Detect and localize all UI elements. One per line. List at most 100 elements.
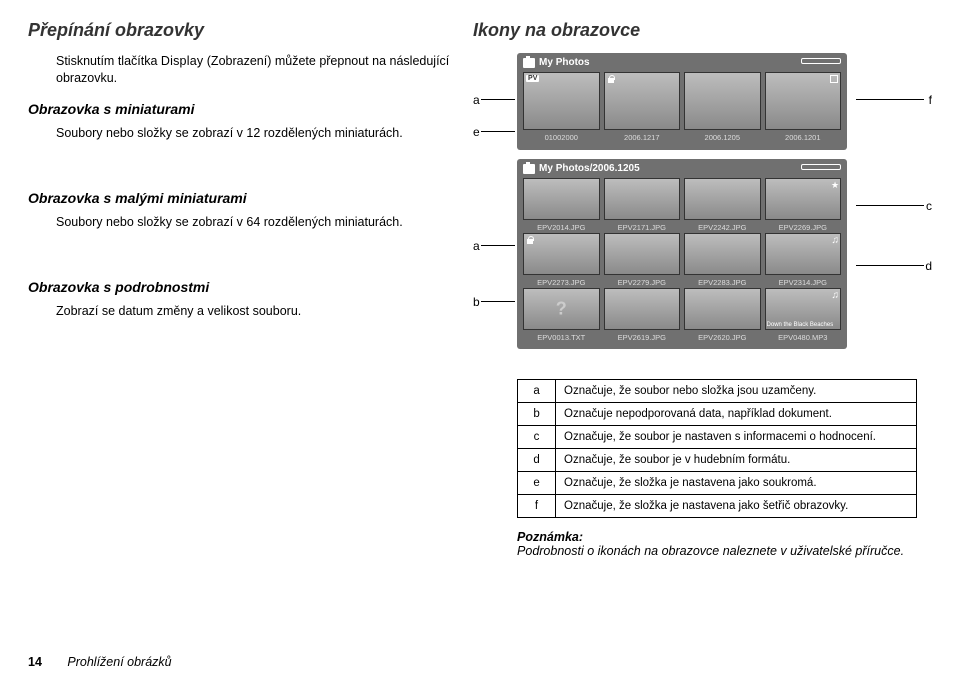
label-c: c xyxy=(926,199,932,213)
thumb-name: EPV2283.JPG xyxy=(685,278,760,287)
title-bar-indicator xyxy=(801,58,841,64)
line-a-top xyxy=(481,99,515,100)
panel1-title-row: My Photos xyxy=(523,57,841,68)
thumb: ?EPV0013.TXT xyxy=(523,288,600,330)
thumb-name: EPV2242.JPG xyxy=(685,223,760,232)
thumb-name: EPV0480.MP3 xyxy=(766,333,841,342)
thumb-name: 2006.1201 xyxy=(766,133,841,142)
intro-paragraph: Stisknutím tlačítka Display (Zobrazení) … xyxy=(56,53,457,87)
label-a-bot: a xyxy=(473,239,480,253)
thumb: EPV2619.JPG xyxy=(604,288,681,330)
legend-key: d xyxy=(518,449,556,472)
label-d: d xyxy=(925,259,932,273)
section2-text: Soubory nebo složky se zobrazí v 64 rozd… xyxy=(56,214,457,231)
thumb-name: 2006.1217 xyxy=(605,133,680,142)
line-c xyxy=(856,205,924,206)
camera-icon xyxy=(523,164,535,174)
screensaver-folder-icon xyxy=(830,75,838,83)
table-row: fOznačuje, že složka je nastavena jako š… xyxy=(518,495,917,518)
thumb-name: 01002000 xyxy=(524,133,599,142)
section3-text: Zobrazí se datum změny a velikost soubor… xyxy=(56,303,457,320)
section2-heading: Obrazovka s malými miniaturami xyxy=(28,190,457,206)
legend-desc: Označuje, že složka je nastavena jako so… xyxy=(556,472,917,495)
thumb: 2006.1217 xyxy=(604,72,681,130)
note-heading: Poznámka: xyxy=(517,530,583,544)
thumb-name: EPV2014.JPG xyxy=(524,223,599,232)
icon-legend-table: aOznačuje, že soubor nebo složka jsou uz… xyxy=(517,379,917,518)
table-row: bOznačuje nepodporovaná data, například … xyxy=(518,403,917,426)
line-e xyxy=(481,131,515,132)
music-note-icon: ♫ xyxy=(832,290,840,301)
title-bar-indicator xyxy=(801,164,841,170)
thumb-name: EPV2279.JPG xyxy=(605,278,680,287)
music-note-icon: ♫ xyxy=(832,235,840,246)
thumb: EPV2279.JPG xyxy=(604,233,681,275)
legend-desc: Označuje, že složka je nastavena jako še… xyxy=(556,495,917,518)
line-d xyxy=(856,265,924,266)
thumb-name: EPV2620.JPG xyxy=(685,333,760,342)
page-footer: 14 Prohlížení obrázků xyxy=(28,655,172,669)
section1-text: Soubory nebo složky se zobrazí v 12 rozd… xyxy=(56,125,457,142)
line-a-bot xyxy=(481,245,515,246)
table-row: cOznačuje, že soubor je nastaven s infor… xyxy=(518,426,917,449)
star-icon: ★ xyxy=(831,180,839,191)
panel2-title: My Photos/2006.1205 xyxy=(539,163,640,174)
unknown-file-icon: ? xyxy=(556,299,567,320)
lock-icon xyxy=(526,236,534,244)
thumb-name: EPV2314.JPG xyxy=(766,278,841,287)
legend-key: f xyxy=(518,495,556,518)
table-row: eOznačuje, že složka je nastavena jako s… xyxy=(518,472,917,495)
legend-key: a xyxy=(518,380,556,403)
thumb: ♫Down the Black BeachesEPV0480.MP3 xyxy=(765,288,842,330)
thumb-name: 2006.1205 xyxy=(685,133,760,142)
thumb: EPV2242.JPG xyxy=(684,178,761,220)
screenshot-large-thumbs: My Photos PV 01002000 2006.1217 2006.120… xyxy=(517,53,847,150)
thumb: ♫EPV2314.JPG xyxy=(765,233,842,275)
label-e: e xyxy=(473,125,480,139)
thumb: EPV2171.JPG xyxy=(604,178,681,220)
right-title: Ikony na obrazovce xyxy=(473,20,932,41)
song-title: Down the Black Beaches xyxy=(767,322,840,328)
legend-key: c xyxy=(518,426,556,449)
legend-desc: Označuje, že soubor nebo složka jsou uza… xyxy=(556,380,917,403)
legend-key: e xyxy=(518,472,556,495)
thumb: 2006.1201 xyxy=(765,72,842,130)
legend-desc: Označuje, že soubor je nastaven s inform… xyxy=(556,426,917,449)
legend-key: b xyxy=(518,403,556,426)
footer-title: Prohlížení obrázků xyxy=(67,655,171,669)
label-f: f xyxy=(929,93,932,107)
table-row: aOznačuje, že soubor nebo složka jsou uz… xyxy=(518,380,917,403)
thumb: EPV2283.JPG xyxy=(684,233,761,275)
label-a-top: a xyxy=(473,93,480,107)
thumb: ★EPV2269.JPG xyxy=(765,178,842,220)
page-number: 14 xyxy=(28,655,42,669)
section3-heading: Obrazovka s podrobnostmi xyxy=(28,279,457,295)
line-f xyxy=(856,99,924,100)
screenshot-small-thumbs: My Photos/2006.1205 EPV2014.JPG EPV2171.… xyxy=(517,159,847,349)
pv-badge: PV xyxy=(526,75,539,82)
panel2-title-row: My Photos/2006.1205 xyxy=(523,163,841,174)
thumb: EPV2014.JPG xyxy=(523,178,600,220)
section1-heading: Obrazovka s miniaturami xyxy=(28,101,457,117)
thumb-name: EPV2619.JPG xyxy=(605,333,680,342)
thumb: EPV2620.JPG xyxy=(684,288,761,330)
thumb: PV 01002000 xyxy=(523,72,600,130)
label-b: b xyxy=(473,295,480,309)
thumb: EPV2273.JPG xyxy=(523,233,600,275)
thumb-name: EPV2171.JPG xyxy=(605,223,680,232)
panel1-title: My Photos xyxy=(539,57,590,68)
left-title: Přepínání obrazovky xyxy=(28,20,457,41)
line-b xyxy=(481,301,515,302)
note-text: Podrobnosti o ikonách na obrazovce nalez… xyxy=(517,544,904,558)
note-block: Poznámka: Podrobnosti o ikonách na obraz… xyxy=(517,530,932,558)
thumb: 2006.1205 xyxy=(684,72,761,130)
thumb-name: EPV2273.JPG xyxy=(524,278,599,287)
thumb-name: EPV0013.TXT xyxy=(524,333,599,342)
legend-desc: Označuje nepodporovaná data, například d… xyxy=(556,403,917,426)
thumb-name: EPV2269.JPG xyxy=(766,223,841,232)
legend-desc: Označuje, že soubor je v hudebním formát… xyxy=(556,449,917,472)
table-row: dOznačuje, že soubor je v hudebním formá… xyxy=(518,449,917,472)
display-button-name: Display xyxy=(161,54,203,68)
intro-a: Stisknutím tlačítka xyxy=(56,54,161,68)
lock-icon xyxy=(607,75,615,83)
